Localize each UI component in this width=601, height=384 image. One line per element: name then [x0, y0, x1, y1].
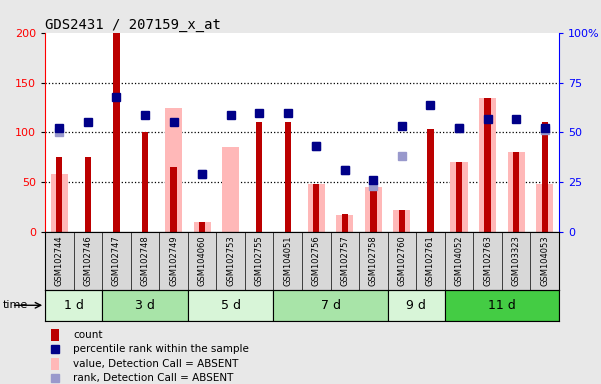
Text: 7 d: 7 d: [320, 299, 341, 312]
Text: GSM104060: GSM104060: [198, 235, 207, 286]
Bar: [393, 210, 410, 232]
Text: GDS2431 / 207159_x_at: GDS2431 / 207159_x_at: [45, 18, 221, 31]
Text: GSM102758: GSM102758: [369, 235, 378, 286]
Bar: [388, 290, 445, 321]
Bar: [507, 152, 525, 232]
Bar: [450, 162, 468, 232]
Text: percentile rank within the sample: percentile rank within the sample: [73, 344, 249, 354]
Bar: [194, 222, 210, 232]
Text: GSM104051: GSM104051: [283, 235, 292, 286]
Bar: [199, 222, 205, 232]
Bar: [142, 132, 148, 232]
Text: GSM102746: GSM102746: [84, 235, 93, 286]
Text: GSM102744: GSM102744: [55, 235, 64, 286]
Text: 11 d: 11 d: [488, 299, 516, 312]
Bar: [273, 290, 388, 321]
Bar: [171, 167, 177, 232]
Text: count: count: [73, 330, 103, 340]
Bar: [285, 122, 291, 232]
Bar: [51, 329, 59, 341]
Text: GSM102747: GSM102747: [112, 235, 121, 286]
Bar: [336, 215, 353, 232]
Bar: [484, 98, 490, 232]
Text: GSM102753: GSM102753: [226, 235, 235, 286]
Bar: [370, 187, 376, 232]
Bar: [165, 108, 182, 232]
Text: GSM102748: GSM102748: [141, 235, 150, 286]
Text: GSM103323: GSM103323: [511, 235, 520, 286]
Text: GSM102755: GSM102755: [255, 235, 264, 286]
Bar: [536, 184, 553, 232]
Bar: [513, 152, 519, 232]
Bar: [342, 214, 348, 232]
Bar: [188, 290, 273, 321]
Bar: [256, 122, 262, 232]
Bar: [445, 290, 559, 321]
Bar: [114, 33, 120, 232]
Bar: [308, 184, 325, 232]
Text: 1 d: 1 d: [64, 299, 84, 312]
Bar: [51, 358, 59, 370]
Text: GSM102756: GSM102756: [312, 235, 321, 286]
Bar: [542, 122, 548, 232]
Text: rank, Detection Call = ABSENT: rank, Detection Call = ABSENT: [73, 373, 234, 383]
Bar: [313, 184, 319, 232]
Bar: [85, 157, 91, 232]
Text: time: time: [3, 300, 28, 310]
Text: GSM102749: GSM102749: [169, 235, 178, 286]
Text: GSM102757: GSM102757: [340, 235, 349, 286]
Bar: [427, 129, 433, 232]
Bar: [222, 147, 239, 232]
Bar: [56, 157, 63, 232]
Text: value, Detection Call = ABSENT: value, Detection Call = ABSENT: [73, 359, 239, 369]
Text: GSM104053: GSM104053: [540, 235, 549, 286]
Bar: [50, 174, 68, 232]
Bar: [479, 98, 496, 232]
Bar: [365, 187, 382, 232]
Text: GSM102760: GSM102760: [397, 235, 406, 286]
Text: GSM104052: GSM104052: [454, 235, 463, 286]
Text: 5 d: 5 d: [221, 299, 240, 312]
Bar: [102, 290, 188, 321]
Bar: [456, 162, 462, 232]
Text: 9 d: 9 d: [406, 299, 426, 312]
Text: GSM102761: GSM102761: [426, 235, 435, 286]
Text: GSM102763: GSM102763: [483, 235, 492, 286]
Bar: [45, 290, 102, 321]
Bar: [399, 210, 405, 232]
Text: 3 d: 3 d: [135, 299, 155, 312]
